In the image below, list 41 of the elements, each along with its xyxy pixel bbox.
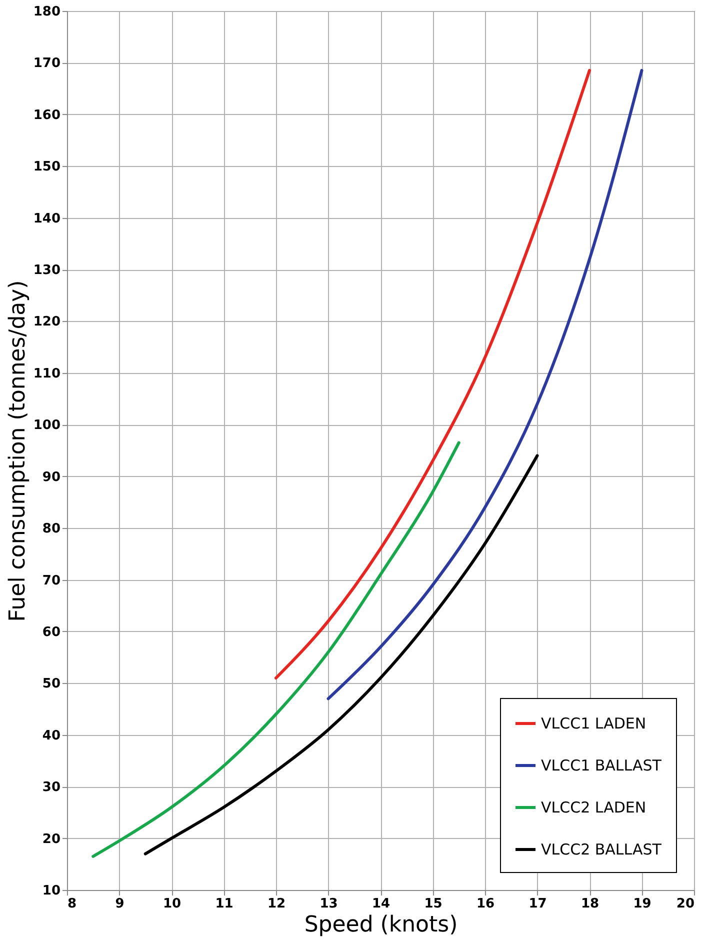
y-tick-label: 170 — [33, 56, 60, 72]
x-tick-label: 19 — [633, 896, 652, 912]
x-axis-title: Speed (knots) — [304, 912, 458, 938]
line-series — [326, 68, 644, 700]
y-tick-label: 10 — [42, 884, 60, 898]
x-tick-label: 18 — [580, 896, 600, 912]
x-tick-label: 13 — [320, 896, 338, 912]
y-tick-label: 90 — [42, 470, 60, 485]
y-tick-label: 50 — [42, 676, 60, 692]
legend-label: VLCC2 BALLAST — [541, 840, 662, 858]
line-series — [274, 68, 591, 680]
y-axis-title: Fuel consumption (tonnes/day) — [5, 280, 30, 622]
y-tick-label: 20 — [42, 832, 60, 847]
y-tick-label: 30 — [42, 780, 60, 796]
y-tick-label: 150 — [33, 160, 60, 175]
y-tick-label: 60 — [42, 624, 60, 640]
x-tick-label: 12 — [267, 896, 286, 912]
y-tick-label: 160 — [33, 108, 60, 123]
x-tick-label: 15 — [424, 896, 442, 912]
y-tick-label: 120 — [33, 314, 60, 330]
legend-label: VLCC1 BALLAST — [541, 756, 662, 774]
x-tick-label: 16 — [476, 896, 495, 912]
x-tick-label: 8 — [68, 896, 77, 912]
x-tick-label: 14 — [372, 896, 390, 912]
y-tick-label: 40 — [42, 728, 60, 744]
x-tick-label: 11 — [215, 896, 234, 912]
y-tick-label: 110 — [33, 366, 60, 382]
line-series — [92, 441, 460, 858]
x-tick-label: 10 — [162, 896, 182, 912]
y-tick-label: 100 — [33, 418, 60, 434]
line-series — [144, 454, 539, 856]
x-tick-label: 20 — [676, 896, 694, 912]
x-tick-label: 9 — [115, 896, 124, 912]
y-tick-label: 80 — [42, 522, 60, 537]
y-tick-label: 140 — [33, 211, 60, 226]
y-tick-label: 180 — [33, 4, 60, 20]
legend-label: VLCC2 LADEN — [541, 798, 646, 816]
y-tick-label: 130 — [33, 263, 60, 278]
legend-label: VLCC1 LADEN — [541, 714, 646, 732]
y-tick-label: 70 — [42, 573, 60, 588]
x-tick-label: 17 — [528, 896, 547, 912]
